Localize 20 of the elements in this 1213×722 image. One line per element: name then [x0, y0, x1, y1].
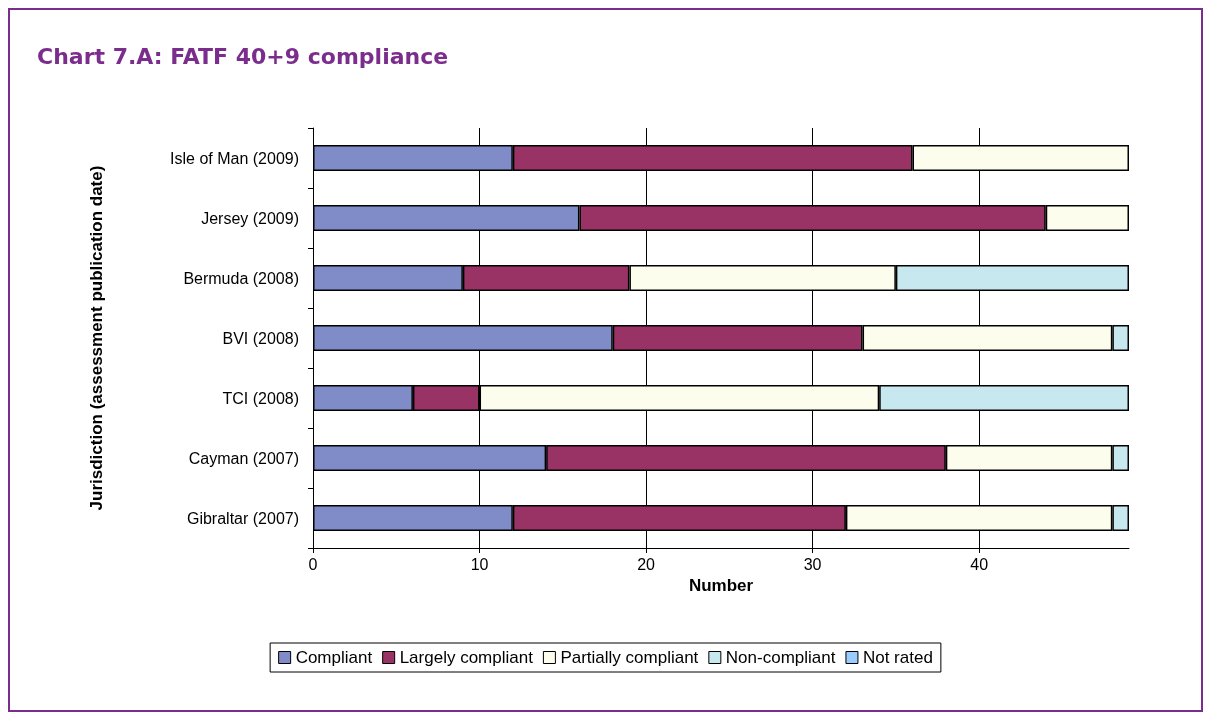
- y-tick-label: Isle of Man (2009): [170, 149, 299, 167]
- y-tick-label: BVI (2008): [222, 329, 299, 347]
- x-tick-label: 20: [637, 555, 656, 573]
- legend-label: Compliant: [295, 648, 373, 667]
- legend-label: Largely compliant: [399, 648, 534, 667]
- y-tick-label: Gibraltar (2007): [186, 509, 299, 527]
- chart-title: Chart 7.A: FATF 40+9 compliance: [37, 43, 449, 69]
- legend-label: Not rated: [862, 648, 933, 667]
- y-tick-label: Bermuda (2008): [183, 269, 299, 287]
- x-axis-title: Number: [688, 575, 754, 595]
- x-tick-label: 40: [970, 555, 989, 573]
- y-axis-title: Jurisdiction (assessment publication date): [86, 165, 106, 511]
- legend-label: Partially compliant: [560, 648, 699, 667]
- legend-label: Non-compliant: [725, 648, 836, 667]
- x-tick-label: 30: [803, 555, 822, 573]
- y-tick-label: TCI (2008): [222, 389, 299, 407]
- x-tick-label: 0: [308, 555, 318, 573]
- y-tick-label: Cayman (2007): [188, 449, 299, 467]
- x-tick-label: 10: [470, 555, 489, 573]
- y-tick-label: Jersey (2009): [201, 209, 299, 227]
